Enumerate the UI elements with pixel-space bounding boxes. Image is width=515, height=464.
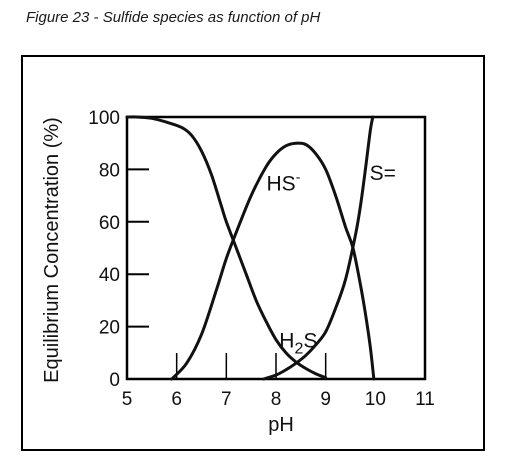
y-tick-label: 100: [88, 108, 120, 129]
series-line-s-: [262, 115, 375, 381]
x-tick-label: 9: [320, 389, 331, 410]
chart-axes: 0 20 40 60 80 100 5 6 7 8 9 10 11 pH Equilibrium Conce…: [41, 108, 435, 436]
series-line-h2s: [125, 115, 328, 380]
x-tick-label: 8: [271, 389, 282, 410]
chart-labels: H2S HS- S=: [267, 162, 396, 358]
y-tick-label: 60: [99, 213, 120, 234]
x-tick-label: 10: [365, 389, 386, 410]
series-label-hs-: HS-: [267, 168, 301, 195]
y-tick-label: 20: [99, 318, 120, 339]
series-line-hs-: [170, 141, 376, 381]
x-tick-label: 11: [415, 389, 435, 410]
y-tick-label: 80: [99, 160, 120, 181]
x-tick-label: 7: [221, 389, 232, 410]
x-tick-label: 5: [122, 389, 133, 410]
x-tick-label: 6: [171, 389, 182, 410]
y-tick-label: 0: [109, 370, 120, 391]
y-tick-label: 40: [99, 265, 120, 286]
x-axis-title: pH: [268, 414, 294, 436]
y-axis-title: Equilibrium Concentration (%): [41, 117, 63, 383]
series-label-s-: S=: [370, 162, 396, 185]
chart-series: [125, 115, 376, 381]
figure-frame: [21, 55, 485, 451]
series-label-h2s: H2S: [279, 330, 317, 358]
figure-caption: Figure 23 - Sulfide species as function …: [26, 9, 321, 26]
